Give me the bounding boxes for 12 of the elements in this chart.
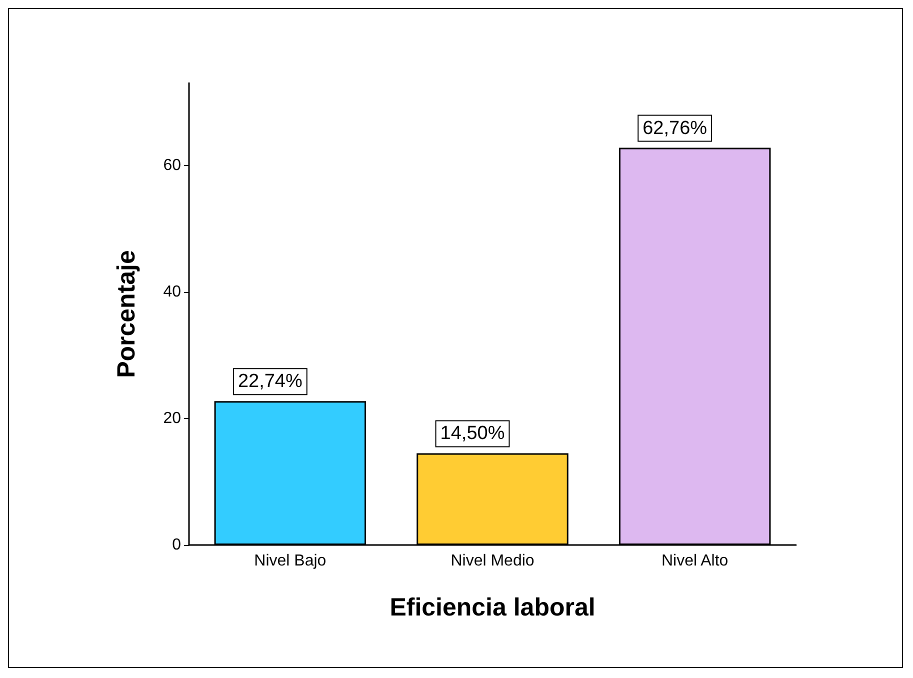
y-axis-title: Porcentaje (112, 250, 140, 378)
data-label: 62,76% (642, 118, 708, 139)
x-tick-label: Nivel Alto (661, 552, 728, 570)
y-tick-label: 20 (163, 410, 182, 427)
x-axis-title: Eficiencia laboral (390, 594, 596, 622)
data-label: 14,50% (440, 423, 505, 444)
x-tick-label: Nivel Bajo (254, 552, 326, 570)
x-tick-label: Nivel Medio (450, 552, 534, 570)
data-label: 22,74% (238, 371, 302, 392)
y-tick-label: 60 (163, 156, 182, 174)
y-tick-label: 0 (172, 536, 182, 554)
y-tick-label: 40 (163, 283, 182, 300)
